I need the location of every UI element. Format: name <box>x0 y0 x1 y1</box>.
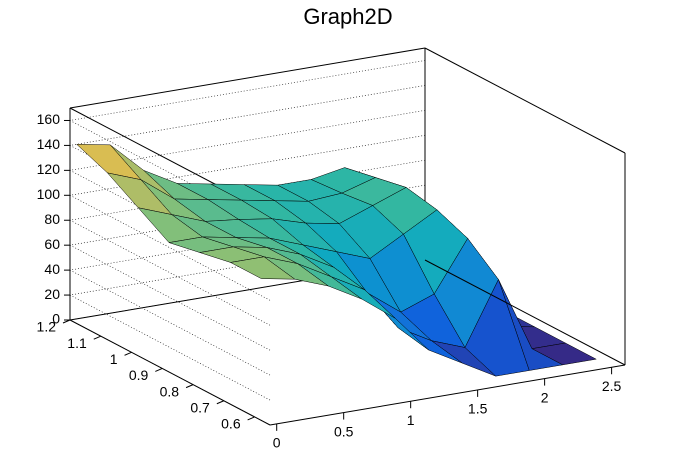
box-edge <box>269 364 626 426</box>
y-tick-label: 0.8 <box>160 383 180 399</box>
z-tick-label: 60 <box>44 236 60 252</box>
y-tick-label: 1.2 <box>37 319 57 335</box>
box-edge <box>424 47 626 154</box>
y-tick <box>216 400 225 405</box>
y-tick <box>247 416 255 421</box>
x-tick-label: 2.5 <box>602 378 622 394</box>
y-tick-label: 1.1 <box>67 335 87 351</box>
box-edge <box>69 319 271 426</box>
surface-cell <box>229 256 296 280</box>
x-tick-label: 2 <box>541 389 549 405</box>
z-tick-label: 80 <box>44 211 60 227</box>
z-tick-label: 40 <box>44 261 60 277</box>
x-tick-label: 1 <box>407 412 415 428</box>
y-tick-label: 1 <box>110 351 118 367</box>
z-tick-label: 160 <box>37 111 61 127</box>
box-edge <box>424 259 626 366</box>
z-tick-label: 0 <box>52 311 60 327</box>
z-tick-label: 140 <box>37 136 61 152</box>
y-tick <box>93 335 101 340</box>
y-tick-label: 0.7 <box>190 399 210 415</box>
y-tick-label: 0.6 <box>221 416 241 432</box>
x-tick-label: 1.5 <box>468 401 488 417</box>
x-tick-label: 0.5 <box>334 423 354 439</box>
z-tick-label: 20 <box>44 286 60 302</box>
y-tick-label: 0.9 <box>129 367 149 383</box>
y-tick <box>124 351 132 356</box>
chart-title: Graph2D <box>303 4 392 29</box>
x-tick-label: 0 <box>273 435 281 451</box>
z-tick-label: 100 <box>37 186 61 202</box>
y-tick <box>185 384 194 389</box>
box-edge <box>69 47 426 109</box>
y-tick <box>62 319 71 324</box>
y-tick <box>155 368 163 372</box>
z-tick-label: 120 <box>37 161 61 177</box>
